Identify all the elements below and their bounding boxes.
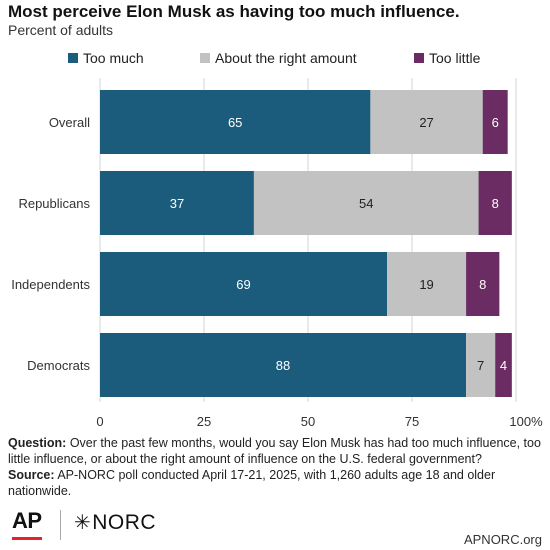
legend-label-about-right: About the right amount: [215, 50, 357, 66]
legend-swatch-about-right: [200, 53, 210, 63]
data-label-republicans-too-little: 8: [492, 196, 499, 211]
ap-logo: AP: [12, 508, 42, 533]
chart-subtitle: Percent of adults: [8, 22, 114, 38]
norc-logo-text: NORC: [92, 511, 157, 534]
question-label: Question:: [8, 436, 67, 450]
norc-mark-icon: ✳: [74, 512, 92, 534]
logo-divider: [60, 510, 61, 540]
bar-democrats-too-much: [100, 333, 467, 397]
bar-republicans-too-much: [100, 171, 254, 235]
data-label-republicans-too-much: 37: [170, 196, 184, 211]
legend-item-too-little: Too little: [414, 50, 480, 66]
norc-logo: ✳NORC: [74, 510, 156, 535]
source-note: Source: AP-NORC poll conducted April 17-…: [8, 467, 542, 499]
data-label-independents-too-little: 8: [479, 277, 486, 292]
source-label: Source:: [8, 468, 55, 482]
legend-swatch-too-much: [68, 53, 78, 63]
question-text: Over the past few months, would you say …: [8, 436, 541, 466]
data-label-overall-about-the-right-amount: 27: [419, 115, 433, 130]
data-label-democrats-too-much: 88: [276, 358, 290, 373]
x-tick-label-0: 0: [96, 414, 103, 429]
category-label-overall: Overall: [49, 115, 90, 130]
category-label-republicans: Republicans: [18, 196, 90, 211]
legend-item-too-much: Too much: [68, 50, 144, 66]
data-label-republicans-about-the-right-amount: 54: [359, 196, 373, 211]
site-url: APNORC.org: [463, 532, 542, 547]
bar-independents-too-little: [466, 252, 500, 316]
bar-overall-too-little: [482, 90, 508, 154]
bar-republicans-about-the-right-amount: [253, 171, 479, 235]
legend-label-too-little: Too little: [429, 50, 481, 66]
source-text: AP-NORC poll conducted April 17-21, 2025…: [8, 468, 496, 498]
stacked-bar-chart: Overall 65 27 6 Republicans 37 54 8 Independents…: [11, 78, 543, 429]
bar-independents-about-the-right-amount: [387, 252, 467, 316]
legend-swatch-too-little: [414, 53, 424, 63]
footer: AP ✳NORC APNORC.org: [0, 500, 550, 550]
chart-notes: Question: Over the past few months, woul…: [8, 435, 542, 499]
category-label-democrats: Democrats: [27, 358, 90, 373]
data-label-independents-about-the-right-amount: 19: [419, 277, 433, 292]
data-label-overall-too-much: 65: [228, 115, 242, 130]
ap-logo-underline: [12, 537, 42, 540]
x-tick-label-25: 25: [197, 414, 211, 429]
data-label-independents-too-much: 69: [236, 277, 250, 292]
bar-overall-too-much: [100, 90, 371, 154]
data-label-democrats-about-the-right-amount: 7: [477, 358, 484, 373]
bar-overall-about-the-right-amount: [370, 90, 483, 154]
category-label-independents: Independents: [11, 277, 90, 292]
data-label-democrats-too-little: 4: [500, 358, 507, 373]
x-tick-label-75: 75: [405, 414, 419, 429]
x-tick-label-100: 100%: [509, 414, 543, 429]
question-note: Question: Over the past few months, woul…: [8, 435, 542, 467]
legend-label-too-much: Too much: [83, 50, 144, 66]
data-label-overall-too-little: 6: [492, 115, 499, 130]
x-tick-label-50: 50: [301, 414, 315, 429]
legend-item-about-right: About the right amount: [200, 50, 357, 66]
chart-title: Most perceive Elon Musk as having too mu…: [8, 2, 460, 21]
bar-republicans-too-little: [478, 171, 512, 235]
legend: Too much About the right amount Too litt…: [0, 50, 550, 68]
bar-independents-too-much: [100, 252, 388, 316]
bar-democrats-too-little: [495, 333, 512, 397]
bar-democrats-about-the-right-amount: [466, 333, 496, 397]
